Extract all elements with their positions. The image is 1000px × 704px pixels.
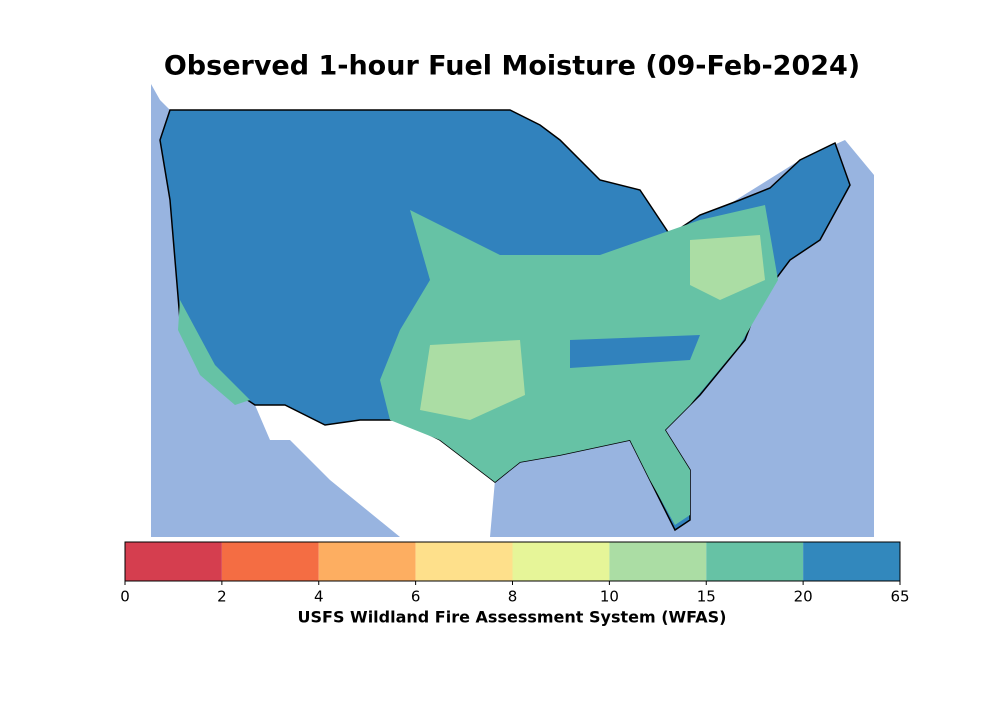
moist-zone	[178, 300, 250, 405]
colorbar-segment	[125, 542, 222, 581]
dry-zone	[690, 235, 765, 300]
colorbar-tick-label: 0	[120, 588, 130, 606]
colorbar-segment	[415, 542, 513, 581]
wet-zone	[570, 335, 700, 368]
colorbar-tick-label: 65	[890, 588, 909, 606]
colorbar-segment	[318, 542, 416, 581]
dry-zone	[420, 340, 525, 420]
colorbar-tick-label: 20	[794, 588, 813, 606]
colorbar-tick-label: 4	[314, 588, 324, 606]
colorbar-segment	[803, 542, 900, 581]
colorbar-tick-label: 15	[697, 588, 716, 606]
map	[151, 84, 874, 537]
colorbar-label: USFS Wildland Fire Assessment System (WF…	[298, 608, 727, 627]
colorbar: 0 2 4 6 8 10 15 20 65	[120, 541, 910, 606]
canada	[151, 84, 874, 240]
colorbar-segment	[706, 542, 804, 581]
colorbar-segment	[221, 542, 319, 581]
colorbar-tick-label: 10	[600, 588, 619, 606]
colorbar-tick-label: 8	[508, 588, 518, 606]
colorbar-tick-label: 6	[411, 588, 421, 606]
colorbar-segment	[609, 542, 707, 581]
colorbar-segment	[512, 542, 610, 581]
colorbar-tick-label: 2	[217, 588, 227, 606]
map-title: Observed 1-hour Fuel Moisture (09-Feb-20…	[164, 51, 860, 82]
